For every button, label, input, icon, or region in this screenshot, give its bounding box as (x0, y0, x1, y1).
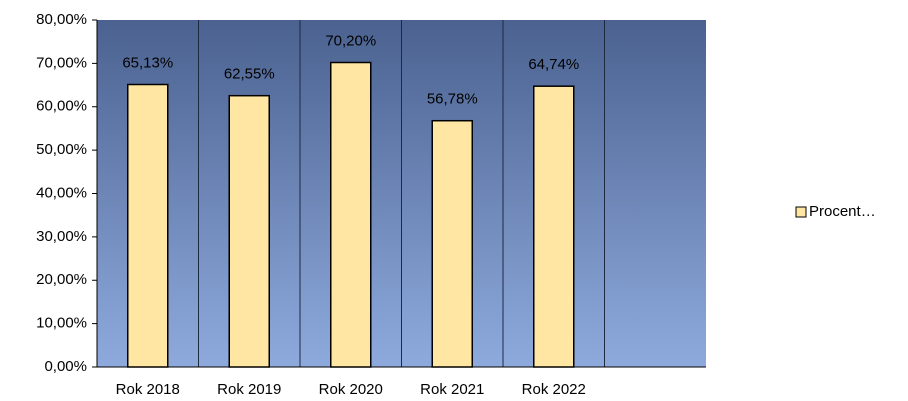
y-tick-label: 50,00% (36, 141, 87, 158)
y-tick-label: 20,00% (36, 271, 87, 288)
data-label: 70,20% (325, 32, 376, 49)
data-label: 56,78% (427, 91, 478, 108)
bar (431, 119, 473, 368)
legend-swatch (795, 206, 807, 218)
data-label: 62,55% (224, 66, 275, 83)
bar (533, 85, 575, 368)
x-tick-label: Rok 2018 (116, 381, 180, 398)
y-tick-label: 60,00% (36, 98, 87, 115)
y-tick-label: 10,00% (36, 315, 87, 332)
x-tick-label: Rok 2020 (319, 381, 383, 398)
bar (127, 83, 169, 368)
y-tick-label: 80,00% (36, 11, 87, 28)
x-tick-label: Rok 2022 (522, 381, 586, 398)
legend-label: Procent… (809, 203, 876, 220)
x-tick-label: Rok 2019 (217, 381, 281, 398)
y-tick-label: 30,00% (36, 228, 87, 245)
y-tick-label: 40,00% (36, 184, 87, 201)
bar (228, 94, 270, 368)
data-label: 64,74% (528, 56, 579, 73)
x-tick-label: Rok 2021 (420, 381, 484, 398)
y-tick-label: 70,00% (36, 54, 87, 71)
y-tick-label: 0,00% (44, 358, 87, 375)
data-label: 65,13% (122, 54, 173, 71)
bar (330, 61, 372, 368)
